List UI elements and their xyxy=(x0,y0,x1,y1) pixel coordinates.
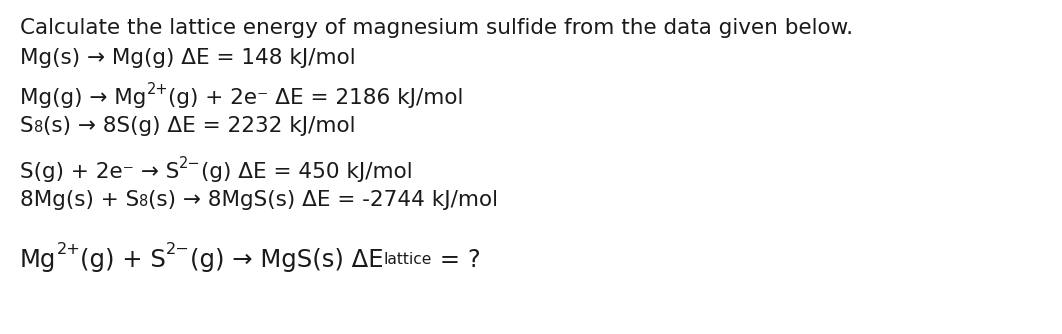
Text: 8Mg(s) + S: 8Mg(s) + S xyxy=(20,190,139,210)
Text: (g) ΔE = 450 kJ/mol: (g) ΔE = 450 kJ/mol xyxy=(201,162,413,182)
Text: (g) → MgS(s) ΔE: (g) → MgS(s) ΔE xyxy=(190,248,383,272)
Text: (g) + 2e⁻ ΔE = 2186 kJ/mol: (g) + 2e⁻ ΔE = 2186 kJ/mol xyxy=(168,88,463,108)
Text: 2−: 2− xyxy=(179,156,201,171)
Text: lattice: lattice xyxy=(383,252,432,267)
Text: Calculate the lattice energy of magnesium sulfide from the data given below.: Calculate the lattice energy of magnesiu… xyxy=(20,18,853,38)
Text: 2−: 2− xyxy=(166,241,190,257)
Text: 8: 8 xyxy=(139,194,149,209)
Text: 2+: 2+ xyxy=(56,241,81,257)
Text: 8: 8 xyxy=(34,120,42,135)
Text: S: S xyxy=(20,116,34,136)
Text: (s) → 8MgS(s) ΔE = -2744 kJ/mol: (s) → 8MgS(s) ΔE = -2744 kJ/mol xyxy=(149,190,498,210)
Text: Mg(s) → Mg(g) ΔE = 148 kJ/mol: Mg(s) → Mg(g) ΔE = 148 kJ/mol xyxy=(20,48,356,68)
Text: (s) → 8S(g) ΔE = 2232 kJ/mol: (s) → 8S(g) ΔE = 2232 kJ/mol xyxy=(42,116,356,136)
Text: = ?: = ? xyxy=(432,248,480,272)
Text: Mg(g) → Mg: Mg(g) → Mg xyxy=(20,88,147,108)
Text: (g) + S: (g) + S xyxy=(81,248,166,272)
Text: S(g) + 2e⁻ → S: S(g) + 2e⁻ → S xyxy=(20,162,179,182)
Text: Mg: Mg xyxy=(20,248,56,272)
Text: 2+: 2+ xyxy=(147,82,168,97)
